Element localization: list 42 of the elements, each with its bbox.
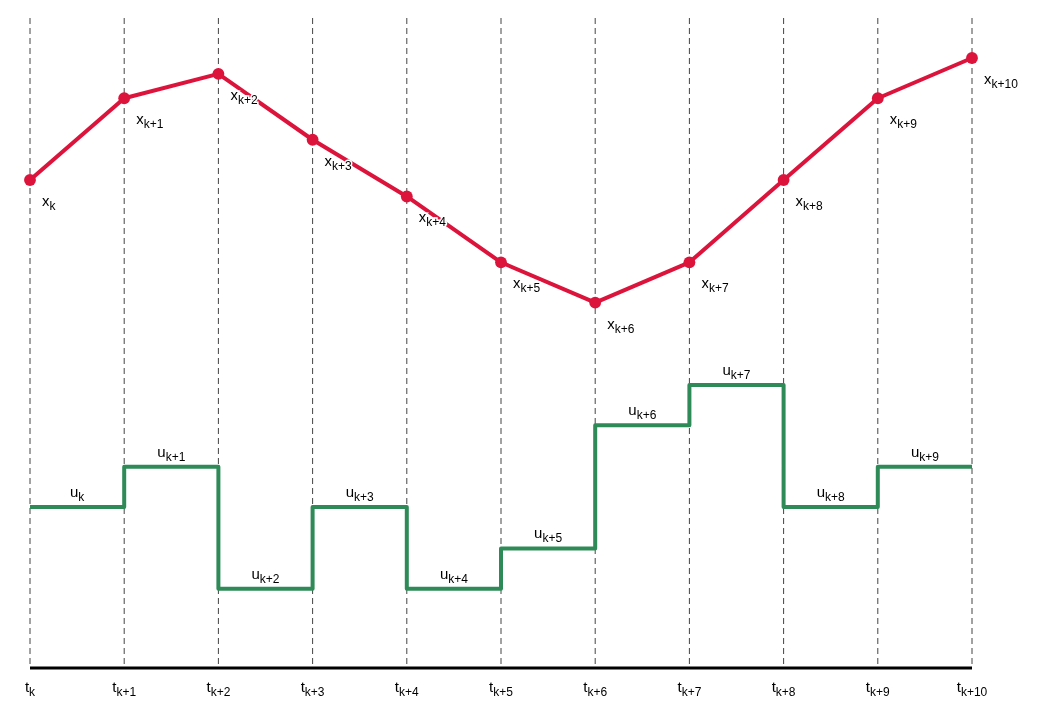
x-tick-label: t$_{k+4}$	[394, 678, 420, 700]
x-tick-label: t$_{k+6}$	[583, 678, 608, 700]
point	[683, 256, 696, 269]
annotation: x$_{k+3}$	[324, 151, 353, 173]
annotation: u$_{k}$	[69, 482, 86, 505]
point	[212, 67, 225, 80]
annotation: x$_{k+6}$	[607, 314, 635, 336]
x-tick-label: t$_{k+3}$	[300, 678, 325, 700]
annotation: u$_{k+3}$	[345, 482, 375, 505]
point	[118, 92, 131, 105]
point	[306, 133, 319, 146]
annotation: x$_{k+7}$	[701, 274, 729, 296]
point	[400, 190, 413, 203]
annotation: x$_{k+2}$	[230, 85, 258, 108]
annotation: x$_{k}$	[42, 192, 57, 214]
point	[966, 52, 978, 64]
point	[589, 296, 602, 309]
x-tick-label: t$_{k+8}$	[771, 678, 796, 700]
annotation: u$_{k+8}$	[816, 482, 846, 505]
x-tick-label: t$_{k+2}$	[206, 678, 231, 700]
annotation: x$_{k+1}$	[136, 110, 164, 132]
annotation: x$_{k+9}$	[889, 110, 918, 132]
annotation: u$_{k+1}$	[157, 442, 186, 464]
x-tick-label: t$_{k+7}$	[677, 678, 702, 700]
annotation: u$_{k+4}$	[439, 564, 469, 586]
annotation: u$_{k+2}$	[251, 564, 280, 586]
annotation: u$_{k+7}$	[722, 360, 751, 383]
x-tick-label: t$_{k}$	[24, 678, 37, 700]
annotation: x$_{k+10}$	[984, 70, 1019, 92]
x-tick-label: t$_{k+1}$	[112, 678, 137, 700]
x-tick-label: t$_{k+9}$	[865, 678, 891, 700]
annotation: x$_{k+5}$	[513, 274, 541, 296]
annotation: u$_{k+6}$	[628, 401, 657, 423]
point	[24, 174, 36, 186]
x-tick-label: t$_{k+10}$	[956, 678, 988, 700]
point	[495, 256, 507, 269]
annotation: u$_{k+5}$	[534, 524, 563, 546]
point	[871, 92, 884, 105]
point	[777, 174, 790, 186]
annotation: u$_{k+9}$	[910, 442, 940, 464]
x-tick-label: t$_{k+5}$	[489, 678, 514, 700]
annotation: x$_{k+8}$	[795, 192, 824, 214]
